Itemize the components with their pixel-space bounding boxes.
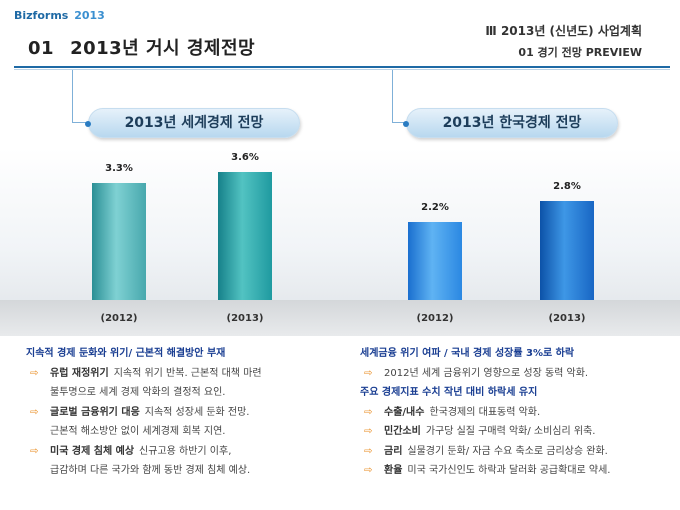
arrow-right-icon: ⇨	[364, 367, 373, 379]
page-number: 01	[28, 38, 55, 59]
brand-logo: Bizforms 2013	[14, 9, 105, 22]
chart1-value-label: 3.3%	[105, 162, 133, 174]
page-title: 01 2013년 거시 경제전망	[28, 34, 255, 60]
bullet-dot-icon	[403, 121, 409, 127]
arrow-right-icon: ⇨	[364, 426, 373, 437]
korea-economy-notes: 세계금융 위기 여파 / 국내 경제 성장률 3%로 하락 ⇨ 2012년 세계…	[360, 344, 670, 481]
korea-economy-header: 2013년 한국경제 전망	[403, 108, 618, 138]
connector-left-horizontal	[72, 122, 88, 123]
brand-year: 2013	[74, 9, 105, 22]
list-item-key: 환율	[384, 465, 403, 476]
chart2-bar-2012	[408, 221, 462, 300]
bullet-dot-icon	[85, 121, 91, 127]
connector-right-vertical	[392, 70, 393, 122]
list-item-text: 실물경기 둔화/ 자금 수요 축소로 금리상승 완화.	[407, 445, 608, 457]
list-item: ⇨ 글로벌 금융위기 대응 지속적 성장세 둔화 전망.	[26, 403, 336, 423]
korea-economy-title: 2013년 한국경제 전망	[442, 115, 582, 131]
list-item-continued: 불투명으로 세계 경제 악화의 결정적 요인.	[50, 387, 226, 398]
world-notes-heading: 지속적 경제 둔화와 위기/ 근본적 해결방안 부재	[26, 348, 226, 359]
chart2-value-label: 2.2%	[421, 201, 449, 213]
list-item-key: 유럽 재정위기	[50, 367, 109, 379]
list-item: ⇨ 환율 미국 국가신인도 하락과 달러화 공급확대로 약세.	[360, 461, 670, 481]
list-item-key: 민간소비	[384, 426, 421, 437]
chart-floor	[0, 300, 680, 336]
list-item: ⇨ 금리 실물경기 둔화/ 자금 수요 축소로 금리상승 완화.	[360, 442, 670, 462]
chart2-value-label: 2.8%	[553, 180, 581, 192]
list-item: ⇨ 미국 경제 침체 예상 신규고용 하반기 이후,	[26, 442, 336, 462]
arrow-right-icon: ⇨	[364, 445, 373, 457]
list-item-text: 지속적 위기 반복. 근본적 대책 마련	[113, 367, 262, 379]
chart2-category-label: (2013)	[548, 313, 586, 324]
chart1-category-label: (2012)	[100, 313, 138, 324]
list-item-key: 금리	[384, 445, 403, 457]
chart1-bar-2012	[92, 182, 146, 300]
chart1-value-label: 3.6%	[231, 152, 259, 164]
chart2-bar-2013	[540, 200, 594, 300]
page-title-text: 2013년 거시 경제전망	[70, 38, 256, 59]
list-item-continued: 근본적 해소방안 없이 세계경제 회복 지연.	[50, 426, 226, 437]
list-item: ⇨ 민간소비 가구당 실질 구매력 악화/ 소비심리 위축.	[360, 422, 670, 442]
list-item: ⇨ 2012년 세계 금융위기 영향으로 성장 동력 악화.	[360, 364, 670, 384]
list-item-key: 미국 경제 침체 예상	[50, 445, 135, 457]
brand-name: Bizforms	[14, 9, 69, 22]
korea-notes-heading: 세계금융 위기 여파 / 국내 경제 성장률 3%로 하락	[360, 348, 575, 359]
korea-notes-subheading: 주요 경제지표 수치 작년 대비 하락세 유지	[360, 387, 538, 398]
list-item-text: 가구당 실질 구매력 악화/ 소비심리 위축.	[425, 426, 596, 437]
subsection-label: 01 경기 전망 PREVIEW	[518, 46, 642, 59]
list-item-text: 신규고용 하반기 이후,	[139, 445, 232, 457]
list-item-text: 2012년 세계 금융위기 영향으로 성장 동력 악화.	[384, 367, 589, 379]
arrow-right-icon: ⇨	[30, 406, 39, 418]
list-item-text: 미국 국가신인도 하락과 달러화 공급확대로 약세.	[407, 465, 611, 476]
arrow-right-icon: ⇨	[364, 406, 373, 418]
chart1-bar-2013	[218, 172, 272, 300]
list-item-text: 지속적 성장세 둔화 전망.	[144, 406, 250, 418]
title-divider	[14, 66, 670, 68]
arrow-right-icon: ⇨	[30, 367, 39, 379]
world-economy-header: 2013년 세계경제 전망	[85, 108, 300, 138]
list-item-text: 한국경제의 대표동력 악화.	[429, 406, 541, 418]
arrow-right-icon: ⇨	[364, 465, 373, 476]
chart1-category-label: (2013)	[226, 313, 264, 324]
list-item: ⇨ 유럽 재정위기 지속적 위기 반복. 근본적 대책 마련	[26, 364, 336, 384]
list-item: ⇨ 수출/내수 한국경제의 대표동력 악화.	[360, 403, 670, 423]
arrow-right-icon: ⇨	[30, 445, 39, 457]
chart2-category-label: (2012)	[416, 313, 454, 324]
connector-left-vertical	[72, 70, 73, 122]
section-label: Ⅲ 2013년 (신년도) 사업계획	[485, 24, 642, 38]
world-economy-title: 2013년 세계경제 전망	[124, 115, 264, 131]
connector-right-horizontal	[392, 122, 408, 123]
list-item-key: 글로벌 금융위기 대응	[50, 406, 140, 418]
title-divider-thin	[14, 69, 670, 70]
list-item-key: 수출/내수	[384, 406, 425, 418]
list-item-continued: 급감하며 다른 국가와 함께 동반 경제 침체 예상.	[50, 465, 251, 476]
